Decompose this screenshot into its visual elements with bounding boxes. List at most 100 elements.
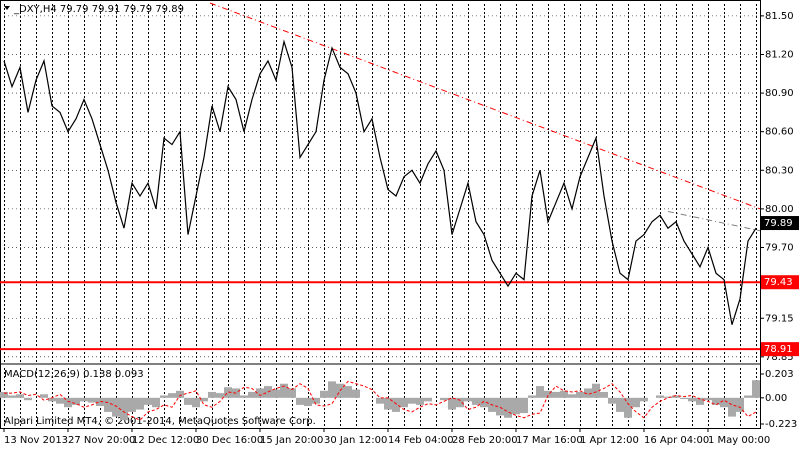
y-tick-label: 0.00 [765,393,787,404]
y-tick-label: 81.20 [765,49,794,60]
macd-bar [688,397,696,402]
macd-bar [8,395,16,398]
macd-bar [248,391,256,398]
macd-bar [160,395,168,398]
macd-bar [464,397,472,402]
macd-bar [528,395,536,398]
macd-bar [24,397,32,401]
macd-bar [696,397,704,405]
macd-bar [72,397,80,405]
macd-bar [272,389,280,398]
macd-bar [240,395,248,398]
macd-bar [456,397,464,408]
macd-bar [752,380,760,398]
macd-bar [144,397,152,405]
x-tick-label: 30 Jan 12:00 [324,435,387,446]
y-tick-label: 81.50 [765,11,794,22]
y-tick-label: 80.00 [765,204,794,215]
x-tick-label: 13 Nov 2013 [4,435,68,446]
y-tick-label: 79.70 [765,242,794,253]
macd-bar [704,397,712,401]
macd-bar [312,397,320,404]
macd-bar [440,397,448,401]
macd-bar [96,397,104,407]
chart-title: _DXY,H4 79.79 79.91 79.79 79.89 [13,4,184,15]
frame [0,0,761,429]
macd-bar [656,395,664,398]
macd-bar [496,397,504,416]
macd-bar [640,397,648,402]
macd-bar [728,397,736,417]
macd-bar [384,397,392,410]
macd-bar [280,383,288,398]
macd-bar [584,388,592,398]
macd-bar [392,397,400,412]
macd-bar [720,397,728,408]
macd-bar [560,390,568,398]
macd-bar [480,397,488,408]
indicator-title: MACD(12,26,9) 0.138 0.093 [4,369,144,380]
level-label: 78.91 [764,344,793,355]
macd-bar [352,389,360,398]
footer: Alpari Limited MT4, © 2001-2014, MetaQuo… [4,416,316,427]
macd-bar [536,386,544,398]
macd-bar [512,397,520,415]
x-tick-label: 15 Jan 20:00 [260,435,323,446]
macd-bar [672,395,680,398]
x-tick-label: 16 Apr 04:00 [644,435,709,446]
macd-bar [64,397,72,408]
macd-bar [304,397,312,407]
macd-bar [552,391,560,398]
macd-bar [568,394,576,398]
macd-bar [192,397,200,408]
y-tick-label: 78.85 [765,352,794,363]
y-tick-label: 80.60 [765,127,794,138]
macd-bar [200,397,208,402]
macd-bar [168,393,176,398]
macd-bar [256,388,264,398]
macd-bar [608,397,616,404]
level-label-box [761,275,799,290]
macd-bar [424,397,432,402]
last-price-label: 79.89 [764,218,793,229]
macd-bar [328,381,336,398]
macd-bar [224,387,232,398]
macd-bar [592,383,600,398]
macd-bar [320,390,328,398]
y-tick-label: 80.90 [765,88,794,99]
macd-bar [472,397,480,405]
macd-bar [680,397,688,399]
macd-bar [736,397,744,412]
macd-bar [0,391,8,398]
macd-bar [624,397,632,418]
macd-bar [88,397,96,403]
macd-bar [408,397,416,404]
y-tick-label: 80.30 [765,165,794,176]
macd-bar [112,397,120,417]
x-tick-label: 1 Apr 12:00 [580,435,639,446]
macd-bar [520,397,528,414]
x-tick-label: 14 Feb 04:00 [388,435,454,446]
macd-signal [4,380,757,421]
macd-bar [712,397,720,405]
macd-bar [176,390,184,398]
macd-bar [128,397,136,412]
macd-bar [16,394,24,398]
macd-bar [544,390,552,398]
y-tick-label: 0.203 [765,369,794,380]
macd-bar [48,397,56,402]
macd-bar [448,397,456,410]
level-label: 79.43 [764,277,793,288]
macd-bar [416,397,424,405]
macd-bar [208,391,216,398]
x-tick-label: 28 Feb 20:00 [452,435,518,446]
x-tick-label: 12 Dec 12:00 [132,435,199,446]
macd-bar [288,388,296,398]
x-tick-label: 17 Mar 16:00 [516,435,583,446]
macd-bar [504,397,512,418]
macd-bar [344,386,352,398]
macd-bar [56,397,64,404]
macd-bar [744,395,752,398]
macd-bar [632,397,640,408]
